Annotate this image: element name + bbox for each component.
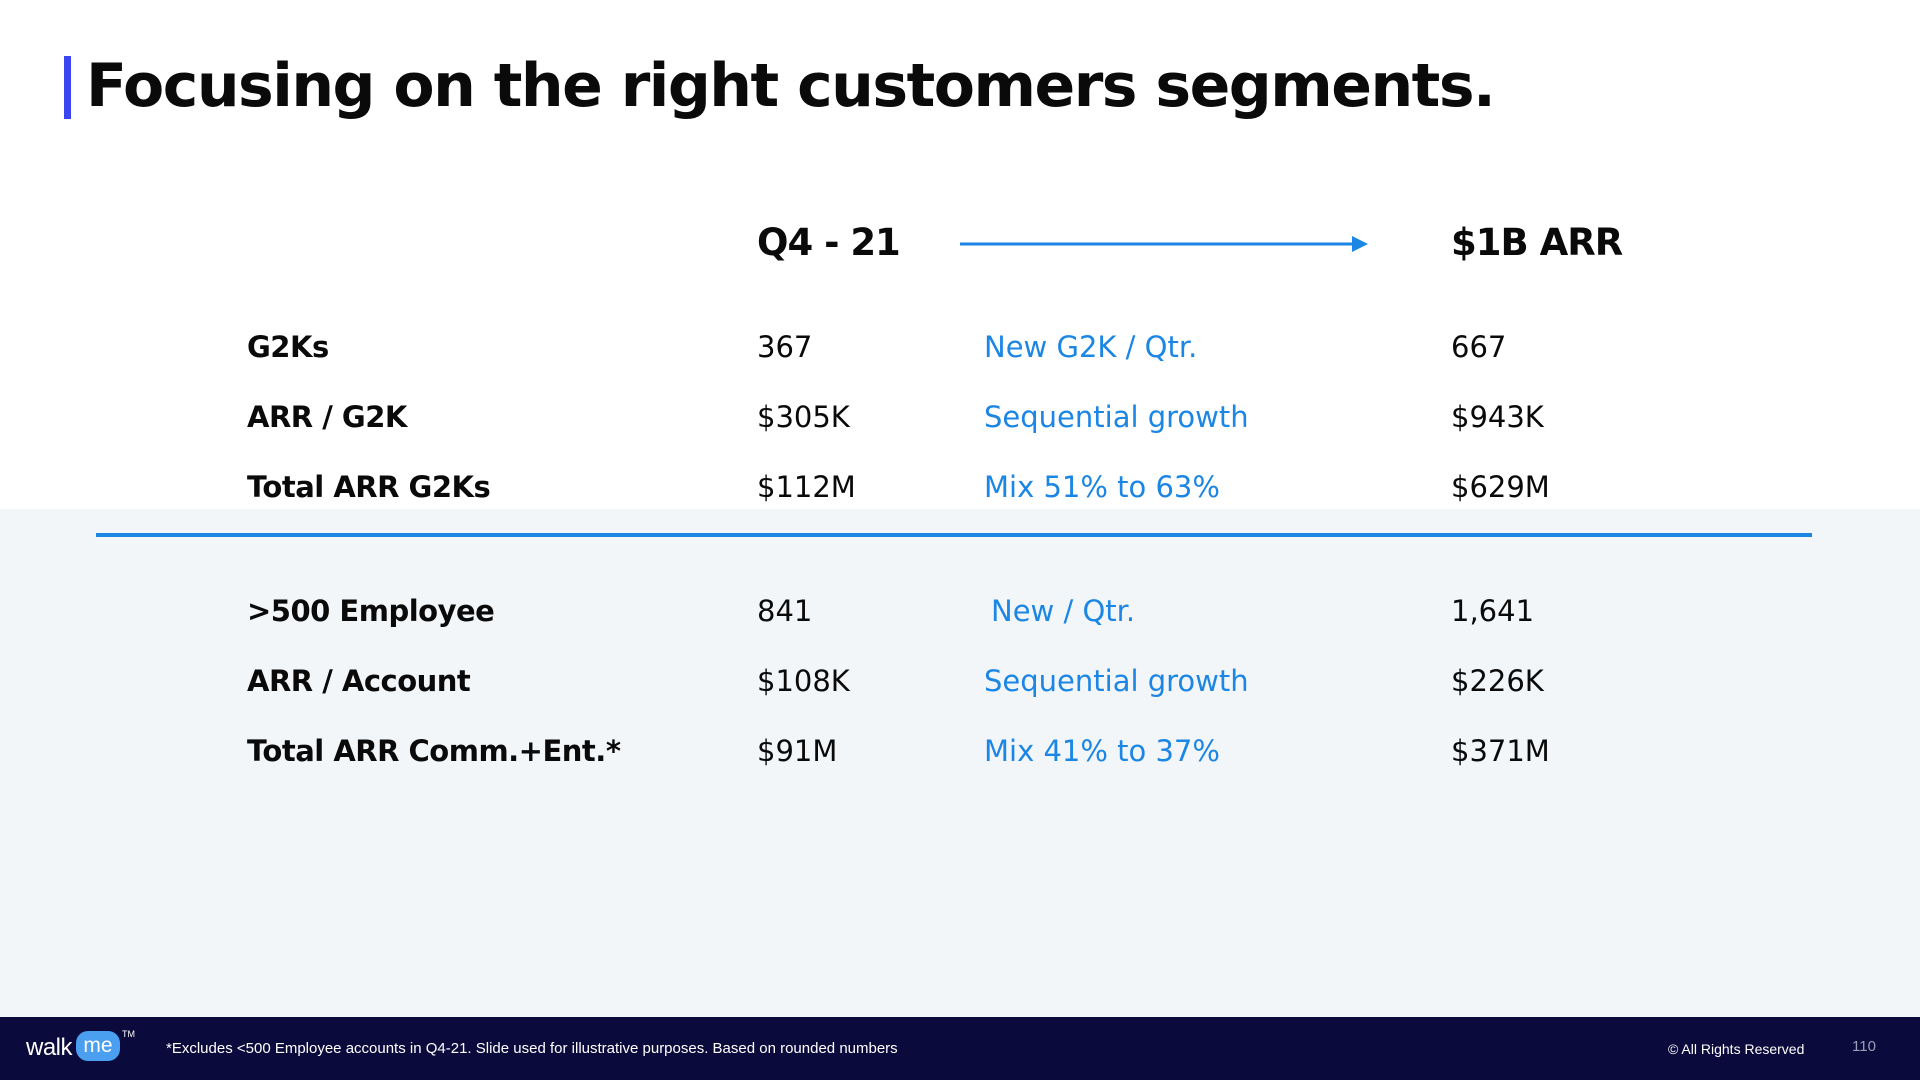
- row-label-arr-per-account: ARR / Account: [247, 664, 471, 698]
- row-label-500-employee: >500 Employee: [247, 594, 495, 628]
- row-q4-arr-per-account: $108K: [757, 664, 850, 698]
- row-label-total-arr-g2ks: Total ARR G2Ks: [247, 470, 491, 504]
- row-q4-total-arr-g2ks: $112M: [757, 470, 856, 504]
- row-target-arr-per-g2k: $943K: [1451, 400, 1544, 434]
- page-number: 110: [1852, 1038, 1876, 1055]
- row-driver-arr-per-account: Sequential growth: [984, 664, 1249, 698]
- row-driver-g2ks: New G2K / Qtr.: [984, 330, 1198, 364]
- arrow-right-icon: [960, 236, 1368, 252]
- row-driver-arr-per-g2k: Sequential growth: [984, 400, 1249, 434]
- footer-bar: walk me TM *Excludes <500 Employee accou…: [0, 1017, 1920, 1080]
- lower-section-background: [0, 509, 1920, 1017]
- row-driver-total-arr-g2ks: Mix 51% to 63%: [984, 470, 1220, 504]
- logo-walk-text: walk: [26, 1034, 73, 1061]
- column-header-1b-arr: $1B ARR: [1451, 221, 1623, 264]
- footnote: *Excludes <500 Employee accounts in Q4-2…: [166, 1040, 898, 1057]
- row-label-arr-per-g2k: ARR / G2K: [247, 400, 407, 434]
- row-target-total-arr-g2ks: $629M: [1451, 470, 1550, 504]
- row-driver-total-arr-comm-ent: Mix 41% to 37%: [984, 734, 1220, 768]
- upper-section-background: [0, 0, 1920, 509]
- row-target-total-arr-comm-ent: $371M: [1451, 734, 1550, 768]
- title-accent-bar: [64, 56, 71, 119]
- row-q4-total-arr-comm-ent: $91M: [757, 734, 838, 768]
- row-driver-500-employee: New / Qtr.: [991, 594, 1136, 628]
- section-divider: [96, 533, 1812, 537]
- column-header-q4-21: Q4 - 21: [757, 221, 901, 264]
- row-target-500-employee: 1,641: [1451, 594, 1535, 628]
- row-label-total-arr-comm-ent: Total ARR Comm.+Ent.*: [247, 734, 621, 768]
- row-target-g2ks: 667: [1451, 330, 1507, 364]
- row-target-arr-per-account: $226K: [1451, 664, 1544, 698]
- slide-title: Focusing on the right customers segments…: [86, 51, 1496, 121]
- row-q4-500-employee: 841: [757, 594, 813, 628]
- row-label-g2ks: G2Ks: [247, 330, 329, 364]
- logo-trademark: TM: [122, 1029, 135, 1039]
- copyright-notice: © All Rights Reserved: [1668, 1041, 1805, 1057]
- row-q4-g2ks: 367: [757, 330, 813, 364]
- logo-me-bubble: me: [76, 1031, 120, 1061]
- row-q4-arr-per-g2k: $305K: [757, 400, 850, 434]
